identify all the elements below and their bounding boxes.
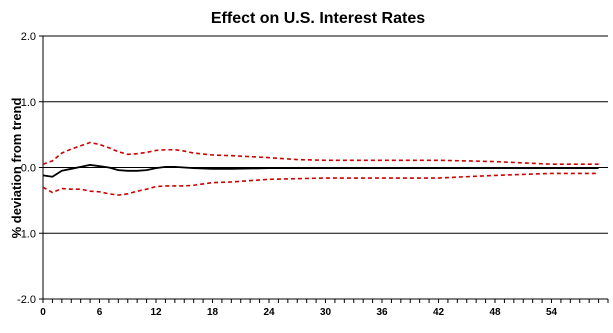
upper-confidence-band-line (42, 141, 599, 166)
x-tick-label: 12 (150, 307, 162, 318)
lower-confidence-band-line (42, 172, 599, 196)
x-tick-label: 48 (489, 307, 501, 318)
chart-title: Effect on U.S. Interest Rates (211, 10, 425, 27)
y-tick-labels: -2.0 -1.0 0.0 1.0 2.0 (17, 31, 36, 306)
gridlines (43, 35, 608, 234)
y-axis-label: % deviation from trend (9, 98, 24, 239)
y-tick-label: 2.0 (21, 31, 36, 43)
x-tick-labels: 0 6 12 18 24 30 36 42 48 54 (40, 307, 557, 318)
series-lines (42, 141, 599, 196)
x-tick-label: 42 (433, 307, 445, 318)
x-tick-label: 30 (320, 307, 332, 318)
y-tick-label: 0.0 (21, 163, 36, 175)
x-tick-label: 0 (40, 307, 46, 318)
x-tick-label: 36 (376, 307, 388, 318)
y-tick-label: 1.0 (21, 97, 36, 109)
y-tick-label: -2.0 (17, 294, 36, 306)
y-tick-label: -1.0 (17, 228, 36, 240)
x-tick-label: 54 (546, 307, 558, 318)
x-tick-label: 24 (263, 307, 275, 318)
x-tick-label: 6 (97, 307, 103, 318)
x-tick-label: 18 (207, 307, 219, 318)
point-estimate-line (42, 163, 599, 178)
axes (39, 35, 609, 303)
